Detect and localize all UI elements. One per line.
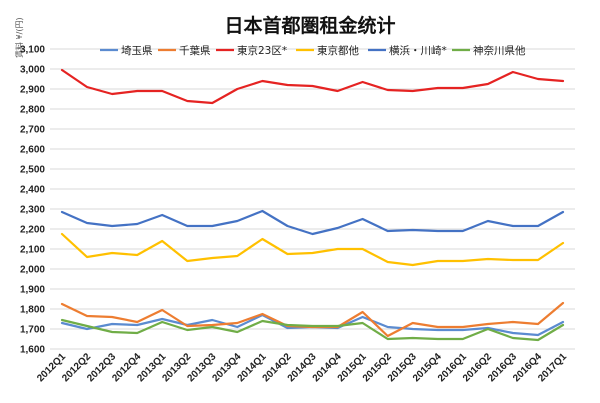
y-tick-label: 3,100 (20, 45, 45, 56)
y-tick-label: 1,900 (20, 285, 45, 296)
y-tick-label: 2,400 (20, 185, 45, 196)
y-tick-label: 1,800 (20, 305, 45, 316)
y-tick-label: 2,000 (20, 265, 45, 276)
x-tick-label: 2017Q1 (536, 351, 569, 384)
series-line (60, 68, 565, 105)
y-tick-label: 2,300 (20, 205, 45, 216)
y-axis-unit-label: 賃料 ¥/(円) (14, 17, 24, 58)
y-tick-label: 3,000 (20, 65, 45, 76)
y-tick-label: 1,600 (20, 345, 45, 356)
legend-label: 神奈川県他 (473, 44, 526, 57)
legend: 埼玉県 千葉県 東京23区* 東京都他 横浜・川崎* 神奈川県他 (100, 44, 526, 57)
legend-label: 東京23区* (237, 44, 287, 57)
y-tick-label: 2,200 (20, 225, 45, 236)
series-line (60, 209, 565, 236)
series-lines (60, 68, 565, 342)
y-tick-label: 2,900 (20, 85, 45, 96)
series-line (60, 232, 565, 267)
legend-label: 埼玉県 (121, 44, 153, 57)
y-tick-label: 2,800 (20, 105, 45, 116)
y-tick-label: 2,600 (20, 145, 45, 156)
chart-title: 日本首都圏租金统计 (224, 14, 395, 37)
legend-label: 東京都他 (317, 44, 359, 57)
y-tick-label: 1,700 (20, 325, 45, 336)
y-tick-label: 2,700 (20, 125, 45, 136)
y-tick-label: 2,100 (20, 245, 45, 256)
x-axis-ticks: 2012Q12012Q22012Q32012Q42013Q12013Q22013… (35, 351, 569, 384)
series-line (60, 301, 565, 338)
gridlines (50, 48, 575, 350)
series-line (60, 318, 565, 342)
legend-label: 横浜・川崎* (389, 44, 447, 57)
legend-label: 千葉県 (179, 44, 211, 57)
y-axis-ticks: 1,600 1,700 1,800 1,900 2,000 2,100 2,200 2,300… (20, 45, 45, 356)
y-tick-label: 2,500 (20, 165, 45, 176)
